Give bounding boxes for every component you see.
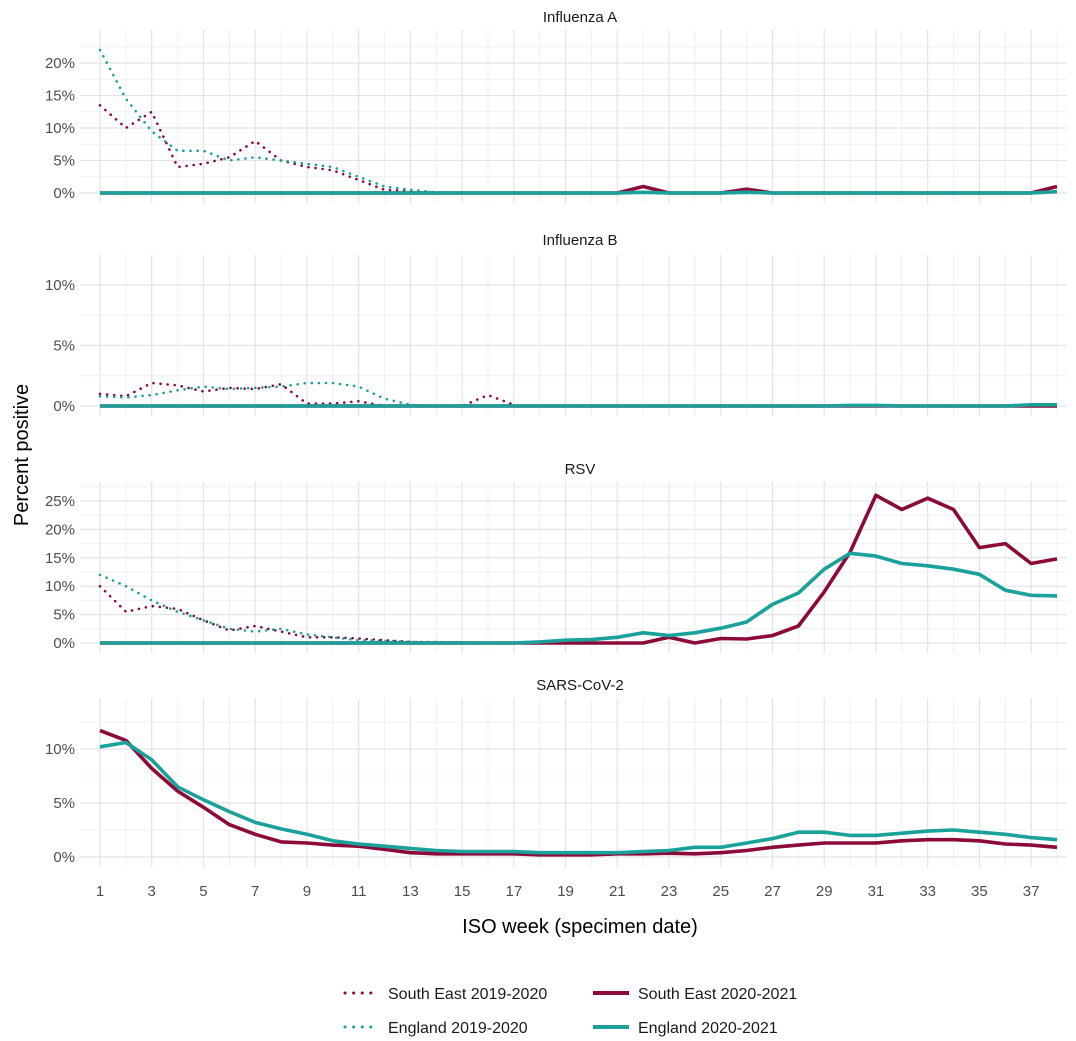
- panel-influenza-a: 0% 5% 10% 15% 20% Influenza A: [45, 9, 1067, 203]
- legend: South East 2019-2020 South East 2020-2021…: [343, 986, 797, 1037]
- series-line-england-2020-2021: [99, 740, 1058, 855]
- panel-sars-cov-2: 0% 5% 10% SARS-CoV-2: [45, 677, 1067, 867]
- x-tick-label: 15: [454, 883, 471, 900]
- series-line-england-2019-2020: [98, 573, 542, 645]
- panel-title: RSV: [565, 461, 596, 478]
- y-tick-label: 15%: [45, 88, 75, 105]
- y-tick-label: 20%: [45, 55, 75, 72]
- x-tick-label: 1: [96, 883, 104, 900]
- panel-title: SARS-CoV-2: [536, 677, 624, 694]
- legend-label: South East 2019-2020: [388, 986, 547, 1003]
- legend-item: England 2019-2020: [343, 1020, 528, 1037]
- y-tick-label: 10%: [45, 578, 75, 595]
- x-axis-title: ISO week (specimen date): [462, 916, 698, 938]
- x-tick-label: 27: [764, 883, 781, 900]
- x-tick-label: 9: [303, 883, 311, 900]
- y-tick-label: 5%: [53, 338, 75, 355]
- y-tick-label: 15%: [45, 550, 75, 567]
- y-tick-label: 0%: [53, 398, 75, 415]
- y-tick-label: 20%: [45, 521, 75, 538]
- y-axis-title: Percent positive: [11, 384, 33, 526]
- y-tick-label: 0%: [53, 185, 75, 202]
- x-tick-label: 19: [557, 883, 574, 900]
- series-line-england-2020-2021: [100, 402, 1057, 408]
- y-tick-label: 5%: [53, 607, 75, 624]
- series-line-england-2020-2021: [100, 551, 1058, 645]
- x-tick-label: 25: [712, 883, 729, 900]
- panel-title: Influenza B: [542, 232, 617, 249]
- series-line-south-east-2019-2020: [98, 104, 542, 195]
- x-axis: 1 3 5 7 9 11 13 15 17 19 21 23 25 27 29 31 33 35 37: [96, 883, 1040, 900]
- y-tick-label: 10%: [45, 741, 75, 758]
- series-line-england-2019-2020: [98, 48, 542, 195]
- y-tick-label: 5%: [53, 795, 75, 812]
- x-tick-label: 35: [971, 883, 988, 900]
- series-line-south-east-2019-2020: [98, 381, 516, 408]
- panels-layer: 0% 5% 10% 15% 20% Influenza A 0% 5% 10% Influenza…: [45, 9, 1067, 867]
- x-tick-label: 7: [251, 883, 259, 900]
- x-tick-label: 5: [199, 883, 207, 900]
- x-tick-label: 13: [402, 883, 419, 900]
- series-line-south-east-2020-2021: [100, 493, 1058, 645]
- legend-item: South East 2020-2021: [593, 986, 797, 1003]
- y-tick-label: 25%: [45, 493, 75, 510]
- y-tick-label: 0%: [53, 635, 75, 652]
- y-tick-label: 5%: [53, 153, 75, 170]
- x-tick-label: 17: [505, 883, 522, 900]
- legend-label: South East 2020-2021: [638, 986, 797, 1003]
- x-tick-label: 33: [919, 883, 936, 900]
- y-tick-label: 10%: [45, 120, 75, 137]
- x-tick-label: 11: [351, 883, 367, 900]
- x-tick-label: 3: [148, 883, 156, 900]
- legend-item: South East 2019-2020: [343, 986, 547, 1003]
- x-tick-label: 37: [1023, 883, 1040, 900]
- panel-influenza-b: 0% 5% 10% Influenza B: [45, 232, 1067, 416]
- legend-label: England 2020-2021: [638, 1020, 778, 1037]
- x-tick-label: 31: [868, 883, 885, 900]
- x-tick-label: 23: [661, 883, 678, 900]
- panel-rsv: 0% 5% 10% 15% 20% 25% RSV: [45, 461, 1067, 653]
- y-tick-label: 10%: [45, 277, 75, 294]
- series-line-england-2020-2021: [100, 189, 1058, 195]
- x-tick-label: 21: [609, 883, 626, 900]
- x-tick-label: 29: [816, 883, 833, 900]
- series-line-south-east-2020-2021: [99, 728, 1058, 857]
- legend-label: England 2019-2020: [388, 1020, 528, 1037]
- panel-title: Influenza A: [543, 9, 617, 26]
- legend-item: England 2020-2021: [593, 1020, 778, 1037]
- y-tick-label: 0%: [53, 849, 75, 866]
